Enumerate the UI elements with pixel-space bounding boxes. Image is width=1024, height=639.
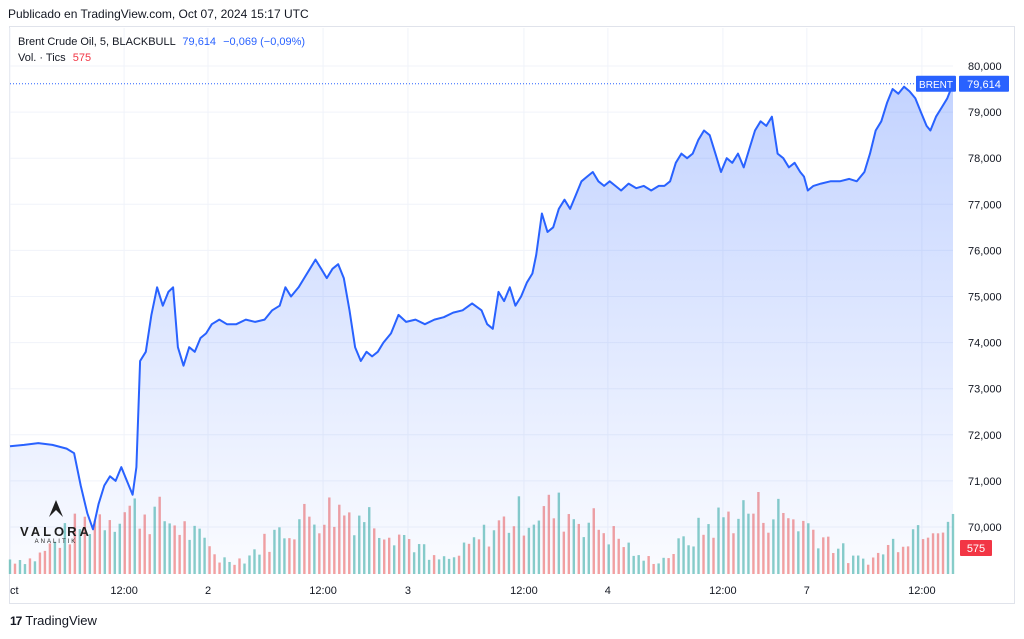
x-tick-label: 4 [605, 585, 611, 597]
valora-watermark: VALORA ANALITIK [20, 497, 92, 545]
y-tick-label: 73,000 [968, 384, 1002, 396]
legend-change: −0,069 (−0,09%) [223, 36, 306, 48]
volume-tag-bg [960, 540, 992, 556]
price-tag-value-bg [959, 75, 1009, 92]
legend-last-price: 79,614 [182, 36, 217, 48]
price-area [10, 83, 953, 575]
footer-brand[interactable]: 17 TradingView [10, 613, 97, 628]
published-caption: Publicado en TradingView.com, Oct 07, 20… [8, 7, 309, 21]
legend-volume-label: Vol. · Tics [18, 52, 66, 64]
y-tick-label: 77,000 [968, 199, 1002, 211]
y-tick-label: 75,000 [968, 292, 1002, 304]
legend-volume-row[interactable]: Vol. · Tics 575 [18, 50, 305, 66]
footer-brand-name: TradingView [25, 613, 97, 628]
price-tag-symbol-bg [916, 75, 956, 92]
valora-logo-icon [48, 500, 63, 517]
x-tick-label: 7 [804, 585, 810, 597]
watermark-name: VALORA [20, 524, 92, 539]
legend-symbol-row[interactable]: Brent Crude Oil, 5, BLACKBULL 79,614 −0,… [18, 34, 305, 50]
legend-volume-value: 575 [72, 52, 92, 64]
x-tick-label: 2 [205, 585, 211, 597]
x-tick-label: 12:00 [309, 585, 337, 597]
x-tick-label: 12:00 [709, 585, 737, 597]
x-tick-label: 12:00 [908, 585, 936, 597]
y-tick-label: 78,000 [968, 153, 1002, 165]
y-tick-label: 71,000 [968, 476, 1002, 488]
y-tick-label: 74,000 [968, 338, 1002, 350]
chart-legend: Brent Crude Oil, 5, BLACKBULL 79,614 −0,… [18, 34, 305, 66]
price-tag-symbol: BRENT [919, 80, 953, 91]
y-tick-label: 79,000 [968, 107, 1002, 119]
x-tick-label: 3 [405, 585, 411, 597]
y-tick-label: 70,000 [968, 522, 1002, 534]
volume-tag-value: 575 [967, 543, 985, 555]
y-tick-label: 72,000 [968, 430, 1002, 442]
x-tick-label: ct [10, 585, 19, 597]
x-tick-label: 12:00 [110, 585, 138, 597]
price-tag-value: 79,614 [967, 79, 1001, 91]
y-tick-label: 80,000 [968, 61, 1002, 73]
x-tick-label: 12:00 [510, 585, 538, 597]
tradingview-logo-icon: 17 [10, 613, 22, 628]
price-line [9, 83, 954, 531]
legend-symbol: Brent Crude Oil, 5, BLACKBULL [18, 36, 176, 48]
watermark-sub: ANALITIK [34, 539, 78, 545]
y-tick-label: 76,000 [968, 245, 1002, 257]
